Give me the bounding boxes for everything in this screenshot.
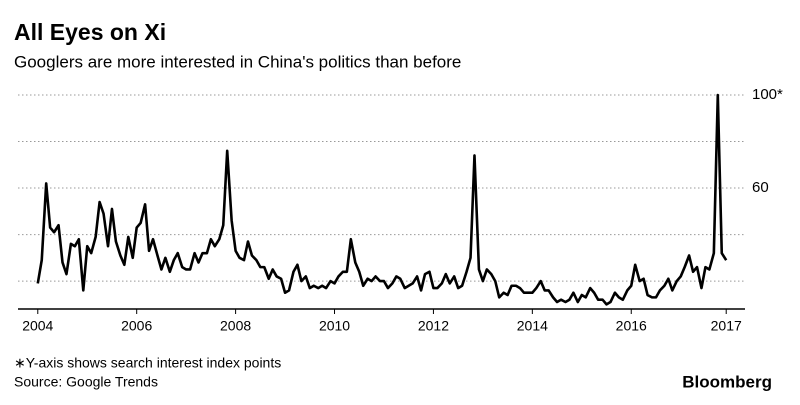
y-tick-label: 100* xyxy=(752,86,783,103)
source: Source: Google Trends xyxy=(14,374,158,390)
x-tick-label: 2004 xyxy=(22,318,53,334)
x-tick-label: 2014 xyxy=(517,318,548,334)
x-tick-label: 2012 xyxy=(418,318,449,334)
x-tick-label: 2017 xyxy=(711,318,742,334)
chart-title: All Eyes on Xi xyxy=(14,19,166,45)
y-tick-label: 60 xyxy=(752,179,769,196)
footnote: ∗Y-axis shows search interest index poin… xyxy=(14,355,281,371)
x-tick-label: 2010 xyxy=(319,318,350,334)
x-tick-label: 2006 xyxy=(121,318,152,334)
data-line xyxy=(36,93,728,306)
x-tick-label: 2008 xyxy=(220,318,251,334)
x-tick-label: 2016 xyxy=(616,318,647,334)
brand: Bloomberg xyxy=(682,372,772,391)
chart-subtitle: Googlers are more interested in China's … xyxy=(14,52,461,71)
